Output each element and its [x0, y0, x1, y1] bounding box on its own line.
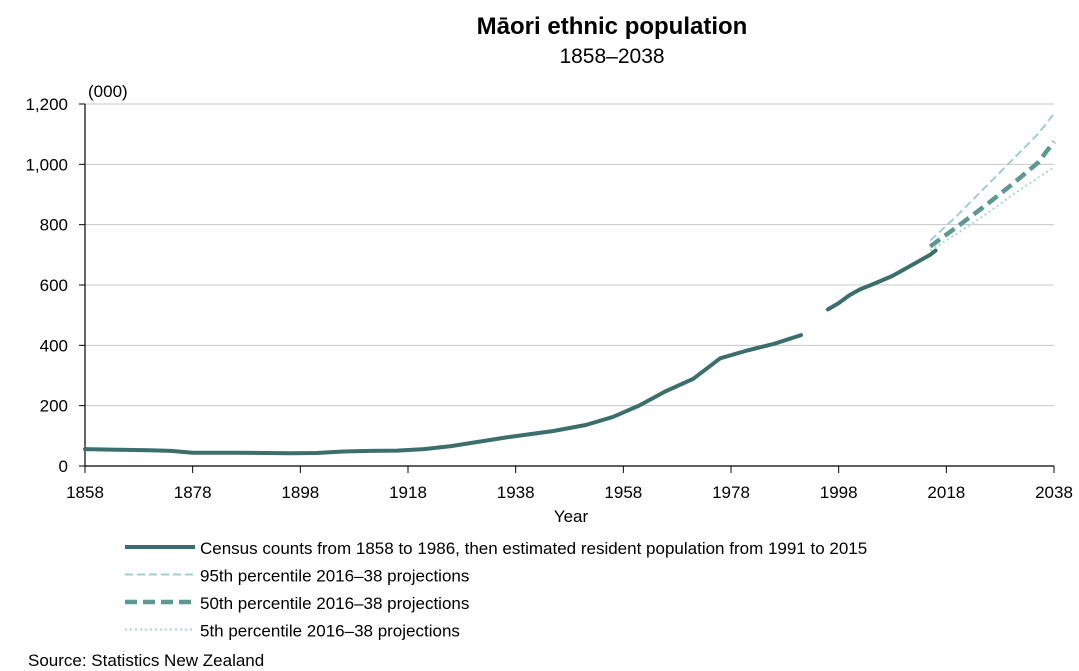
y-axis-ticks: 0 200 400 600 800 1,000 1,200 — [25, 95, 85, 476]
legend: Census counts from 1858 to 1986, then es… — [125, 539, 867, 641]
x-tick-label: 2038 — [1035, 483, 1073, 502]
series-lines — [83, 113, 1056, 456]
y-tick-label: 400 — [40, 336, 68, 355]
x-tick-label: 1918 — [389, 483, 427, 502]
legend-label-2: 50th percentile 2016–38 projections — [200, 594, 469, 613]
series-line-0 — [83, 333, 803, 456]
series-line-3 — [929, 166, 1055, 252]
x-axis-ticks: 1858 1878 1898 1918 1938 1958 1978 1998 2018 2038 — [66, 466, 1073, 502]
x-axis-label: Year — [554, 507, 589, 526]
y-tick-label: 200 — [40, 397, 68, 416]
series-line-1 — [929, 113, 1055, 242]
legend-label-3: 5th percentile 2016–38 projections — [200, 622, 460, 641]
series-line-2 — [928, 140, 1056, 249]
y-tick-label: 1,200 — [25, 95, 68, 114]
y-tick-label: 1,000 — [25, 155, 68, 174]
x-tick-label: 1958 — [604, 483, 642, 502]
x-tick-label: 1978 — [712, 483, 750, 502]
source-note: Source: Statistics New Zealand — [28, 651, 264, 670]
y-tick-label: 0 — [59, 457, 68, 476]
gridlines — [85, 103, 1054, 407]
series-line-0 — [825, 248, 938, 312]
x-tick-label: 1898 — [281, 483, 319, 502]
chart-title: Māori ethnic population — [477, 13, 748, 40]
x-tick-label: 2018 — [927, 483, 965, 502]
x-tick-label: 1878 — [174, 483, 212, 502]
y-tick-label: 600 — [40, 276, 68, 295]
unit-label: (000) — [88, 82, 128, 101]
y-tick-label: 800 — [40, 216, 68, 235]
legend-label-0: Census counts from 1858 to 1986, then es… — [200, 539, 867, 558]
legend-label-1: 95th percentile 2016–38 projections — [200, 567, 469, 586]
axes — [84, 104, 1054, 467]
x-tick-label: 1938 — [497, 483, 535, 502]
x-tick-label: 1858 — [66, 483, 104, 502]
chart-subtitle: 1858–2038 — [559, 45, 664, 68]
x-tick-label: 1998 — [820, 483, 858, 502]
